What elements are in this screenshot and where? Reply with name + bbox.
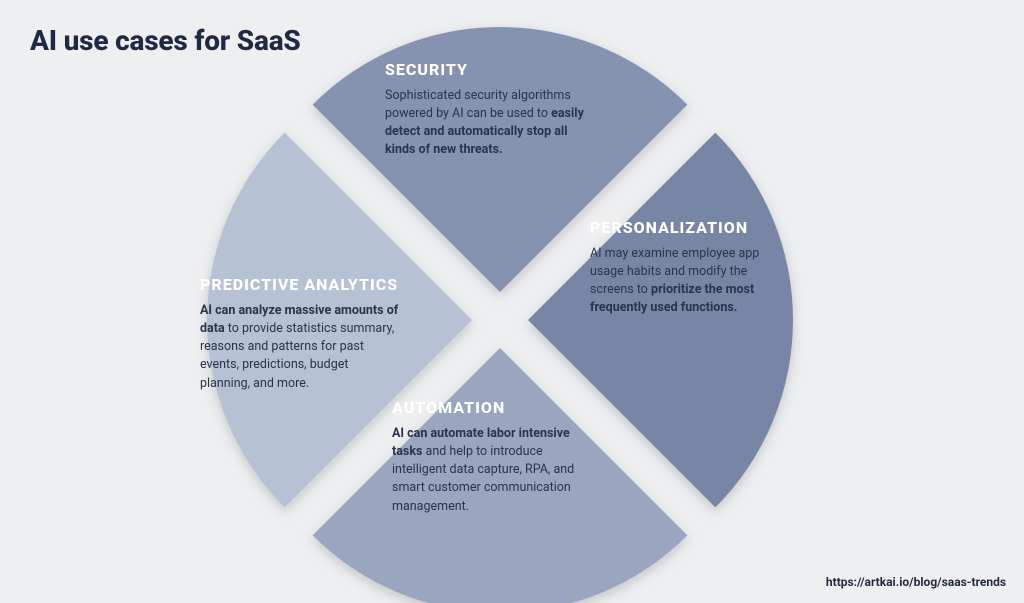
source-link: https://artkai.io/blog/saas-trends	[826, 575, 1006, 589]
pinwheel-diagram	[0, 0, 1024, 603]
